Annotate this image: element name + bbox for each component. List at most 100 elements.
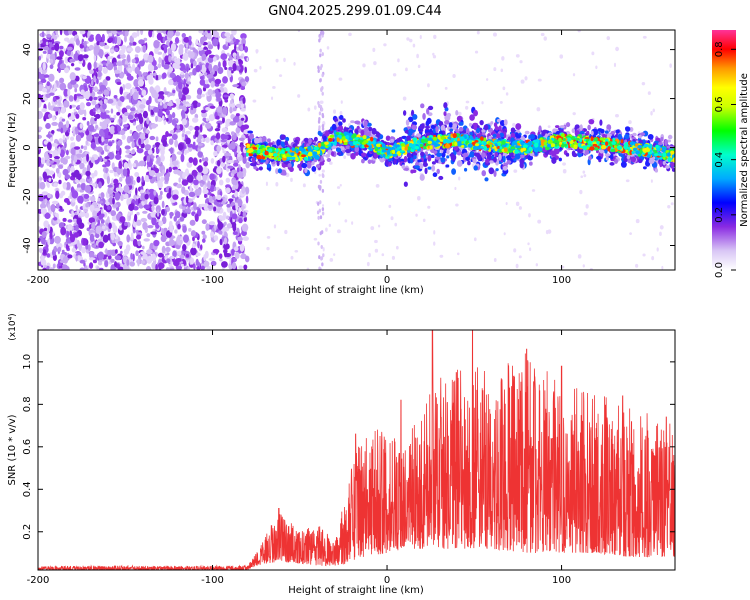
heat-speckle	[228, 66, 233, 71]
heat-speckle	[168, 187, 172, 196]
heat-speckle	[40, 237, 46, 245]
heat-speckle	[110, 210, 117, 217]
heat-band-cell	[261, 135, 267, 143]
heat-band-cell	[427, 154, 432, 162]
heat-streak-dot	[319, 53, 322, 58]
heat-speckle	[161, 115, 165, 121]
heat-speckle	[58, 121, 64, 130]
heat-speckle	[232, 84, 239, 88]
heat-faint-dot	[290, 177, 293, 182]
heat-speckle	[146, 74, 153, 81]
heat-speckle	[64, 174, 71, 180]
heat-band-cell	[551, 157, 557, 164]
heat-speckle	[140, 189, 144, 194]
heat-band-cell	[317, 130, 322, 136]
heat-speckle	[231, 190, 236, 194]
heat-faint-dot	[432, 52, 435, 56]
heat-speckle	[176, 151, 183, 155]
heat-faint-dot	[433, 230, 436, 235]
heat-speckle	[157, 262, 165, 269]
heat-faint-dot	[427, 205, 431, 209]
heat-speckle	[38, 71, 42, 79]
heat-speckle	[165, 117, 169, 122]
heat-faint-dot	[253, 68, 258, 73]
heat-speckle	[58, 138, 64, 144]
heat-band-cell	[315, 164, 321, 168]
heat-speckle	[69, 233, 76, 243]
heat-speckle	[216, 132, 221, 140]
heat-faint-dot	[635, 218, 640, 224]
heat-speckle	[81, 38, 85, 46]
heat-speckle	[93, 133, 100, 137]
heat-speckle	[220, 139, 227, 143]
heat-speckle	[137, 240, 141, 247]
heat-speckle	[157, 74, 162, 80]
heat-speckle	[96, 146, 103, 153]
heat-speckle	[244, 186, 250, 195]
heat-speckle	[103, 89, 110, 96]
heat-speckle	[101, 33, 105, 42]
heat-faint-dot	[493, 67, 497, 72]
heat-speckle	[171, 133, 178, 141]
heat-faint-dot	[322, 246, 325, 252]
heat-speckle	[51, 200, 59, 205]
heat-speckle	[49, 58, 54, 64]
heat-faint-dot	[392, 73, 397, 77]
heat-speckle	[151, 216, 157, 226]
heat-speckle	[199, 78, 206, 86]
heat-faint-dot	[270, 96, 274, 100]
heat-speckle	[52, 96, 56, 103]
heat-speckle	[234, 251, 240, 260]
heat-faint-dot	[283, 57, 286, 63]
heat-speckle	[48, 73, 55, 82]
heat-speckle	[193, 263, 196, 270]
heat-faint-dot	[476, 30, 480, 35]
heat-speckle	[61, 265, 69, 270]
heat-speckle	[240, 117, 245, 121]
heat-speckle	[109, 49, 115, 53]
heat-speckle	[175, 210, 181, 219]
heat-faint-dot	[667, 205, 671, 209]
heat-faint-dot	[659, 231, 662, 237]
heat-speckle	[50, 137, 54, 142]
heat-faint-dot	[275, 182, 279, 187]
heat-speckle	[158, 220, 164, 227]
heat-speckle	[187, 202, 192, 207]
heat-speckle	[88, 35, 95, 42]
heat-faint-dot	[338, 201, 341, 206]
heat-faint-dot	[402, 96, 407, 101]
heat-speckle	[168, 66, 174, 73]
heat-speckle	[88, 44, 95, 51]
heat-band-cell	[247, 130, 254, 134]
heat-faint-dot	[297, 94, 301, 98]
heat-speckle	[217, 122, 221, 129]
heat-speckle	[116, 166, 123, 174]
heat-speckle	[38, 55, 41, 61]
heat-speckle	[140, 109, 143, 113]
heat-band-cell	[465, 156, 470, 161]
heat-speckle	[192, 157, 198, 166]
heat-speckle	[208, 114, 215, 122]
heat-speckle	[70, 165, 75, 173]
heat-speckle	[52, 116, 56, 122]
heat-speckle	[132, 221, 137, 228]
heat-speckle	[243, 129, 250, 135]
heat-speckle	[46, 33, 52, 38]
heat-speckle	[113, 95, 118, 99]
heat-speckle	[187, 81, 192, 85]
heat-faint-dot	[628, 120, 632, 125]
heat-band-cell	[436, 168, 440, 174]
heat-faint-dot	[531, 189, 536, 192]
heat-speckle	[55, 167, 60, 174]
heat-speckle	[118, 160, 123, 169]
heat-faint-dot	[585, 204, 589, 209]
heat-speckle	[170, 42, 177, 52]
heat-speckle	[192, 47, 196, 51]
heat-speckle	[104, 156, 110, 160]
heat-speckle	[80, 89, 85, 96]
heat-speckle	[77, 54, 84, 62]
heat-speckle	[216, 107, 220, 111]
heat-speckle	[38, 237, 41, 243]
heat-speckle	[99, 41, 105, 47]
heat-speckle	[46, 142, 52, 151]
